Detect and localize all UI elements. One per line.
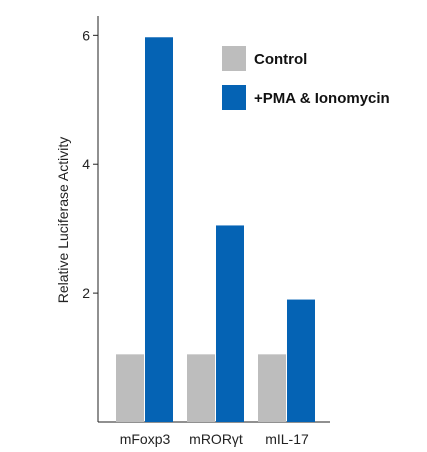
x-tick-label-2: mIL-17 [265,431,309,447]
y-tick-label-1: 4 [82,156,90,172]
x-tick-label-1: mRORγt [189,431,243,447]
bar-mIL-17-pma-ionomycin [287,299,315,422]
legend-swatch-0 [222,46,246,71]
legend: Control +PMA & Ionomycin [222,46,390,110]
y-axis-label: Relative Luciferase Activity [55,137,71,304]
legend-label-0: Control [254,51,307,68]
x-tick-labels: mFoxp3 mRORγt mIL-17 [120,431,309,447]
bar-mRORt-pma-ionomycin [216,225,244,422]
y-tick-label-0: 2 [82,285,90,301]
legend-label-1: +PMA & Ionomycin [254,90,390,107]
y-tick-label-2: 6 [82,27,90,43]
legend-swatch-1 [222,85,246,110]
bars [116,37,315,423]
bar-mRORt-control [187,354,215,422]
bar-mIL-17-control [258,354,286,422]
bar-mFoxp3-control [116,354,144,422]
x-tick-label-0: mFoxp3 [120,431,171,447]
bar-mFoxp3-pma-ionomycin [145,37,173,423]
y-ticks: 2 4 6 [82,27,98,301]
